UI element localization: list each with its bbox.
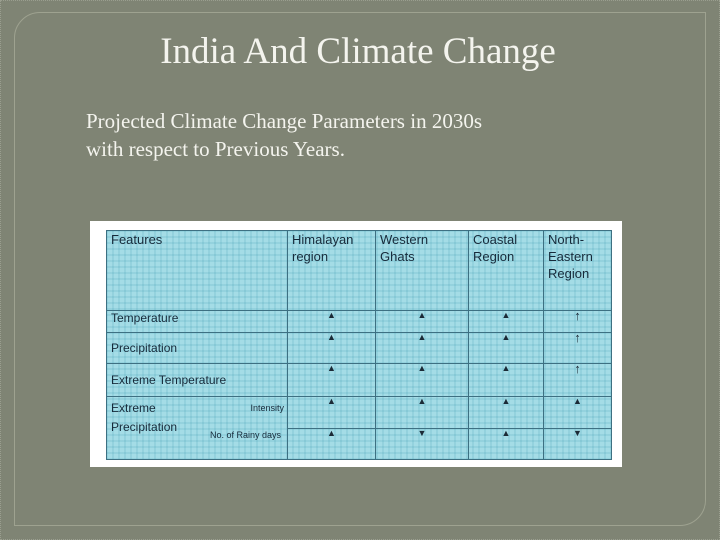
cell-temperature-western: ▲ <box>375 310 469 333</box>
row-label-extreme-precipitation: Extreme Precipitation Intensity No. of R… <box>106 396 288 460</box>
row-label-precipitation: Precipitation <box>106 332 288 364</box>
subtitle-line-2: with respect to Previous Years. <box>86 137 345 161</box>
cell-extreme-temp-western: ▲ <box>375 363 469 397</box>
header-coastal: Coastal Region <box>468 230 544 311</box>
cell-intensity-western: ▲ <box>375 396 469 429</box>
header-features: Features <box>106 230 288 311</box>
decrease-arrow-icon: ▼ <box>573 428 582 438</box>
header-western-ghats: Western Ghats <box>375 230 469 311</box>
cell-intensity-coastal: ▲ <box>468 396 544 429</box>
increase-arrow-icon: ▲ <box>501 332 511 342</box>
cell-precipitation-himalayan: ▲ <box>287 332 376 364</box>
cell-precipitation-northeast: ↑ <box>543 332 612 364</box>
slide-subtitle: Projected Climate Change Parameters in 2… <box>86 107 646 163</box>
row-label-extreme-temperature: Extreme Temperature <box>106 363 288 397</box>
increase-arrow-icon: ▲ <box>417 363 427 373</box>
cell-extreme-temp-himalayan: ▲ <box>287 363 376 397</box>
increase-arrow-icon: ▲ <box>501 396 511 406</box>
up-arrow-icon: ↑ <box>574 310 581 323</box>
increase-arrow-icon: ▲ <box>327 428 336 438</box>
extreme-precip-label-line2: Precipitation <box>111 420 178 434</box>
increase-arrow-icon: ▲ <box>501 363 511 373</box>
table-row-precipitation: Precipitation ▲ ▲ ▲ ↑ <box>106 332 612 364</box>
cell-rainy-days-himalayan: ▲ <box>287 428 376 460</box>
header-himalayan: Himalayan region <box>287 230 376 311</box>
increase-arrow-icon: ▲ <box>417 396 427 406</box>
sublabel-rainy-days: No. of Rainy days <box>209 430 281 440</box>
increase-arrow-icon: ▲ <box>501 310 511 320</box>
cell-temperature-northeast: ↑ <box>543 310 612 333</box>
row-label-temperature: Temperature <box>106 310 288 333</box>
decrease-arrow-icon: ▼ <box>417 428 427 438</box>
increase-arrow-icon: ▲ <box>417 332 427 342</box>
increase-arrow-icon: ▲ <box>417 310 427 320</box>
up-arrow-icon: ↑ <box>574 363 581 376</box>
table-row-extreme-precip-rainy-days: ▲ ▼ ▲ ▼ <box>107 428 612 460</box>
table-row-extreme-temperature: Extreme Temperature ▲ ▲ ▲ ↑ <box>106 363 612 397</box>
increase-arrow-icon: ▲ <box>327 310 336 320</box>
table-row-temperature: Temperature ▲ ▲ ▲ ↑ <box>106 310 612 333</box>
up-arrow-icon: ↑ <box>574 332 581 345</box>
cell-extreme-temp-northeast: ↑ <box>543 363 612 397</box>
cell-temperature-himalayan: ▲ <box>287 310 376 333</box>
cell-precipitation-coastal: ▲ <box>468 332 544 364</box>
cell-rainy-days-western: ▼ <box>375 428 469 460</box>
table-image: Features Himalayan region Western Ghats … <box>90 221 622 467</box>
table-header-row: Features Himalayan region Western Ghats … <box>106 230 612 311</box>
cell-temperature-coastal: ▲ <box>468 310 544 333</box>
cell-extreme-temp-coastal: ▲ <box>468 363 544 397</box>
cell-intensity-northeast: ▲ <box>543 396 612 429</box>
increase-arrow-icon: ▲ <box>573 396 582 406</box>
slide-frame <box>14 12 706 526</box>
subtitle-line-1: Projected Climate Change Parameters in 2… <box>86 109 482 133</box>
cell-rainy-days-northeast: ▼ <box>543 428 612 460</box>
increase-arrow-icon: ▲ <box>501 428 511 438</box>
increase-arrow-icon: ▲ <box>327 332 336 342</box>
table-row-extreme-precip-intensity: Extreme Precipitation Intensity No. of R… <box>106 396 612 460</box>
cell-intensity-himalayan: ▲ <box>287 396 376 429</box>
header-north-eastern: North-Eastern Region <box>543 230 612 311</box>
sublabel-intensity: Intensity <box>250 403 284 413</box>
cell-rainy-days-coastal: ▲ <box>468 428 544 460</box>
increase-arrow-icon: ▲ <box>327 396 336 406</box>
climate-parameters-table: Features Himalayan region Western Ghats … <box>106 230 612 460</box>
slide-title: India And Climate Change <box>160 31 556 72</box>
extreme-precip-label-line1: Extreme <box>111 401 156 415</box>
cell-precipitation-western: ▲ <box>375 332 469 364</box>
increase-arrow-icon: ▲ <box>327 363 336 373</box>
